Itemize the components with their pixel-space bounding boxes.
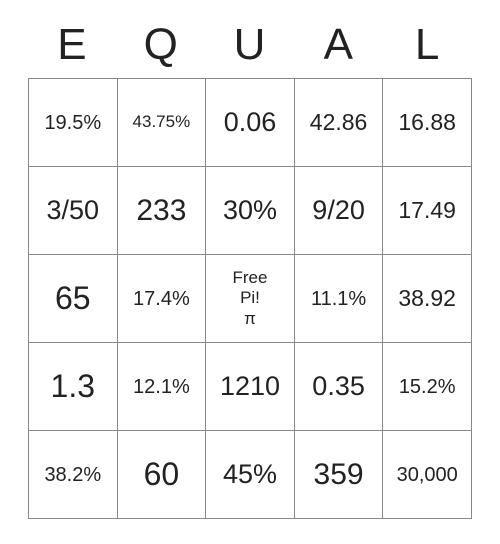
bingo-cell-value: 15.2% xyxy=(399,375,456,399)
bingo-header-0: E xyxy=(28,20,117,78)
bingo-cell-value: 0.06 xyxy=(224,106,277,138)
bingo-cell-value: 12.1% xyxy=(133,375,190,399)
bingo-cell-value: 43.75% xyxy=(133,112,191,132)
bingo-cell[interactable]: 42.86 xyxy=(295,79,384,167)
bingo-header-2: U xyxy=(206,20,295,78)
bingo-header-3: A xyxy=(294,20,383,78)
bingo-cell[interactable]: 233 xyxy=(118,167,207,255)
bingo-cell[interactable]: 0.06 xyxy=(206,79,295,167)
bingo-cell-value: 359 xyxy=(314,457,364,493)
bingo-header-4: L xyxy=(383,20,472,78)
bingo-cell-value: 17.49 xyxy=(398,197,456,225)
bingo-cell[interactable]: 3/50 xyxy=(29,167,118,255)
bingo-cell[interactable]: 30% xyxy=(206,167,295,255)
bingo-cell[interactable]: 65 xyxy=(29,255,118,343)
bingo-row: 1.3 12.1% 1210 0.35 15.2% xyxy=(29,343,472,431)
bingo-cell-value: 1210 xyxy=(220,370,280,402)
bingo-cell[interactable]: 15.2% xyxy=(383,343,472,431)
bingo-cell[interactable]: 12.1% xyxy=(118,343,207,431)
bingo-cell[interactable]: 16.88 xyxy=(383,79,472,167)
bingo-cell-value: 16.88 xyxy=(398,109,456,137)
bingo-cell-value: 17.4% xyxy=(133,287,190,311)
bingo-cell-value: 19.5% xyxy=(44,111,101,135)
bingo-cell[interactable]: 17.49 xyxy=(383,167,472,255)
bingo-cell-value: 11.1% xyxy=(311,287,366,311)
bingo-cell-value: 65 xyxy=(55,279,91,317)
bingo-cell[interactable]: 1.3 xyxy=(29,343,118,431)
bingo-cell-value: 38.2% xyxy=(44,463,101,487)
bingo-row: 65 17.4% Free Pi! π 11.1% 38.92 xyxy=(29,255,472,343)
bingo-header-1: Q xyxy=(117,20,206,78)
bingo-cell-value: 3/50 xyxy=(47,194,100,226)
bingo-cell[interactable]: 19.5% xyxy=(29,79,118,167)
bingo-cell[interactable]: 38.2% xyxy=(29,431,118,519)
bingo-row: 38.2% 60 45% 359 30,000 xyxy=(29,431,472,519)
bingo-cell-value: 30,000 xyxy=(397,463,458,487)
bingo-cell[interactable]: Free Pi! π xyxy=(206,255,295,343)
bingo-cell[interactable]: 0.35 xyxy=(295,343,384,431)
bingo-cell-value: Free Pi! π xyxy=(233,268,268,329)
bingo-cell-value: 30% xyxy=(223,194,277,226)
bingo-cell-value: 38.92 xyxy=(398,285,456,313)
bingo-cell[interactable]: 45% xyxy=(206,431,295,519)
bingo-cell[interactable]: 11.1% xyxy=(295,255,384,343)
bingo-cell[interactable]: 38.92 xyxy=(383,255,472,343)
bingo-cell-value: 42.86 xyxy=(310,109,368,137)
bingo-cell-value: 60 xyxy=(144,455,180,493)
bingo-cell-value: 0.35 xyxy=(312,370,365,402)
bingo-grid: 19.5% 43.75% 0.06 42.86 16.88 3/50 233 30% 9/20 1… xyxy=(28,78,472,519)
bingo-cell[interactable]: 1210 xyxy=(206,343,295,431)
bingo-cell-value: 1.3 xyxy=(51,367,95,405)
bingo-row: 3/50 233 30% 9/20 17.49 xyxy=(29,167,472,255)
bingo-cell-value: 9/20 xyxy=(312,194,365,226)
bingo-cell[interactable]: 30,000 xyxy=(383,431,472,519)
bingo-row: 19.5% 43.75% 0.06 42.86 16.88 xyxy=(29,79,472,167)
bingo-cell-value: 233 xyxy=(136,193,186,229)
bingo-cell[interactable]: 17.4% xyxy=(118,255,207,343)
bingo-cell-value: 45% xyxy=(223,458,277,490)
bingo-card: E Q U A L 19.5% 43.75% 0.06 42.86 16.88 3/50 2… xyxy=(28,20,472,519)
bingo-cell[interactable]: 43.75% xyxy=(118,79,207,167)
bingo-header-row: E Q U A L xyxy=(28,20,472,78)
bingo-cell[interactable]: 9/20 xyxy=(295,167,384,255)
bingo-cell[interactable]: 60 xyxy=(118,431,207,519)
bingo-cell[interactable]: 359 xyxy=(295,431,384,519)
